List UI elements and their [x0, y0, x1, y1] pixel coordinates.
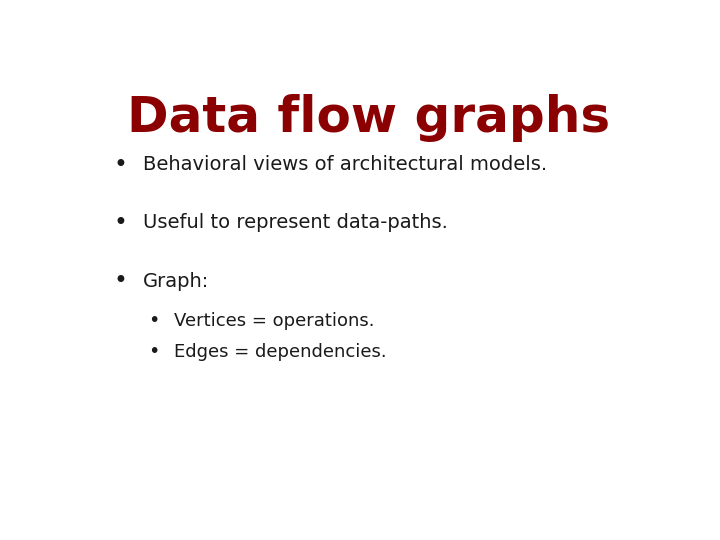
Text: Data flow graphs: Data flow graphs [127, 94, 611, 142]
Text: •: • [114, 211, 127, 235]
Text: •: • [148, 311, 160, 330]
Text: Edges = dependencies.: Edges = dependencies. [174, 343, 387, 361]
Text: Behavioral views of architectural models.: Behavioral views of architectural models… [143, 155, 547, 174]
Text: •: • [114, 153, 127, 177]
Text: Vertices = operations.: Vertices = operations. [174, 312, 374, 329]
Text: Graph:: Graph: [143, 272, 210, 291]
Text: •: • [148, 342, 160, 361]
Text: Useful to represent data-paths.: Useful to represent data-paths. [143, 213, 448, 232]
Text: •: • [114, 269, 127, 293]
